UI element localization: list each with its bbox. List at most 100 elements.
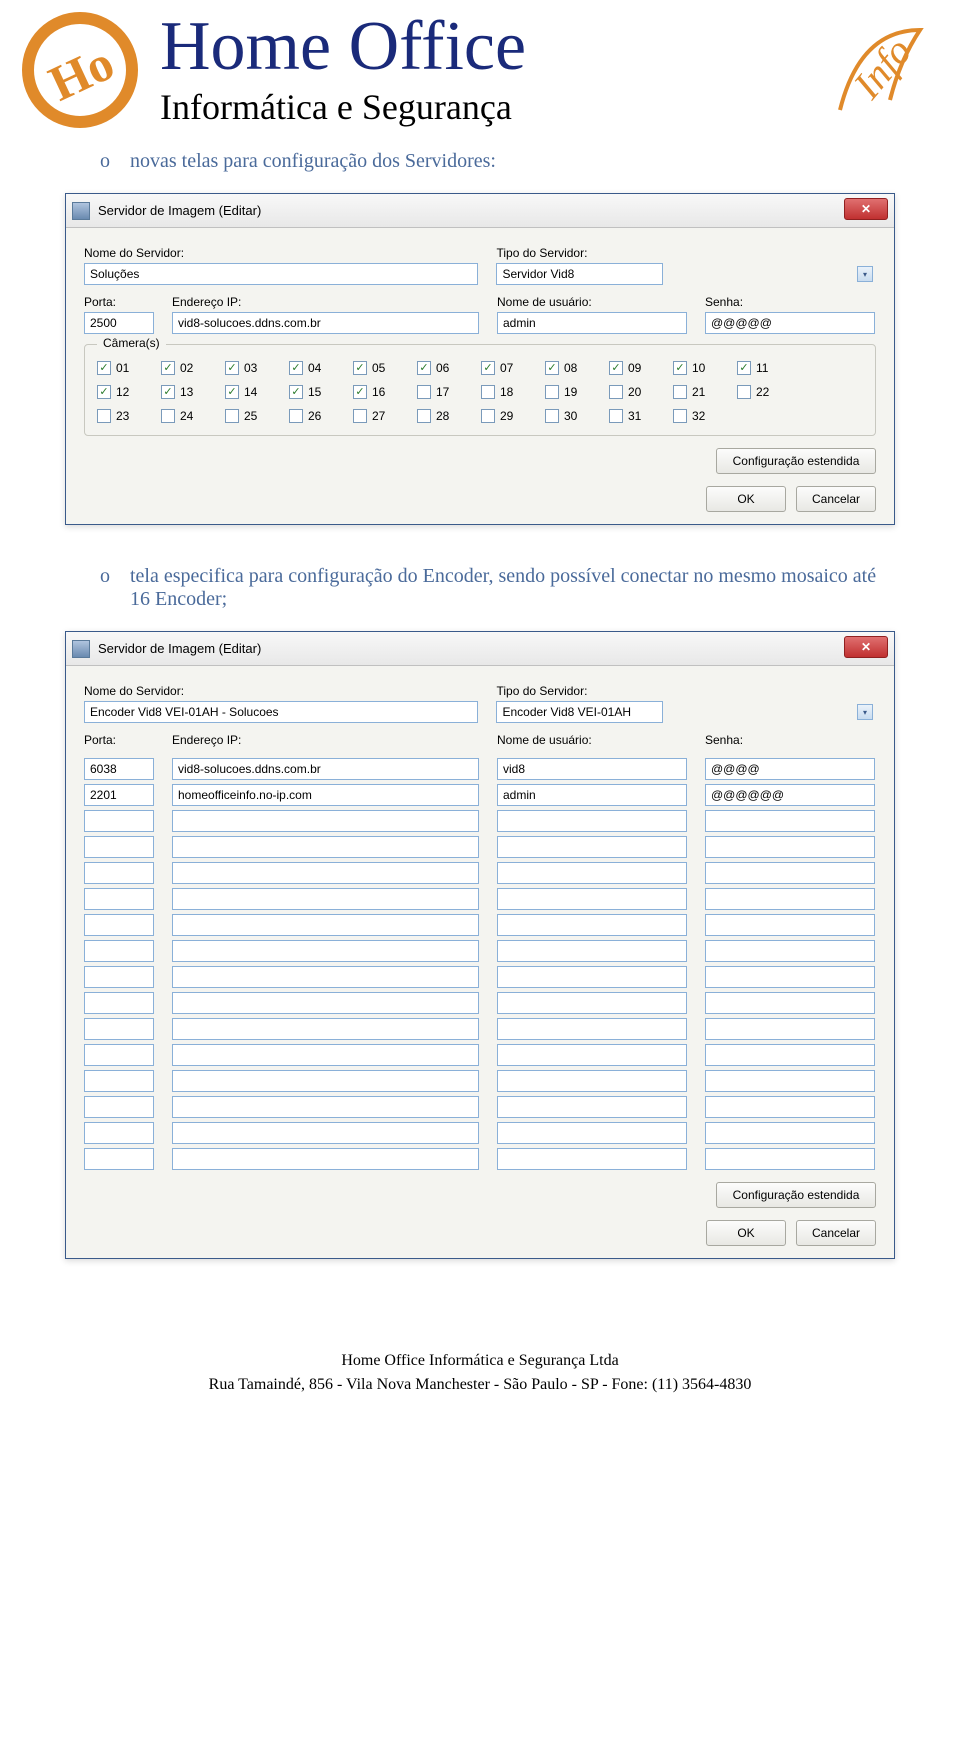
input-senha[interactable] [705,992,875,1014]
input-senha[interactable] [705,1122,875,1144]
camera-checkbox[interactable]: ✓06 [417,361,481,375]
input-endereco-ip[interactable] [172,966,479,988]
camera-checkbox[interactable]: 31 [609,409,673,423]
camera-checkbox[interactable]: 21 [673,385,737,399]
input-senha[interactable] [705,312,875,334]
input-porta[interactable] [84,888,154,910]
camera-checkbox[interactable]: 20 [609,385,673,399]
input-endereco-ip[interactable] [172,1122,479,1144]
camera-checkbox[interactable]: ✓13 [161,385,225,399]
close-button[interactable]: ✕ [844,198,888,220]
input-porta[interactable] [84,862,154,884]
camera-checkbox[interactable]: 26 [289,409,353,423]
input-usuario[interactable] [497,1070,687,1092]
input-porta[interactable] [84,966,154,988]
input-porta[interactable] [84,810,154,832]
input-usuario[interactable] [497,914,687,936]
input-senha[interactable] [705,836,875,858]
input-senha[interactable] [705,1044,875,1066]
camera-checkbox[interactable]: 27 [353,409,417,423]
input-usuario[interactable] [497,1044,687,1066]
input-usuario[interactable] [497,1148,687,1170]
select-tipo-servidor[interactable] [496,701,663,723]
input-endereco-ip[interactable] [172,312,479,334]
input-senha[interactable] [705,1148,875,1170]
camera-checkbox[interactable]: ✓15 [289,385,353,399]
input-senha[interactable] [705,940,875,962]
input-porta[interactable] [84,940,154,962]
input-senha[interactable] [705,758,875,780]
camera-checkbox[interactable]: 25 [225,409,289,423]
input-usuario[interactable] [497,992,687,1014]
cancelar-button[interactable]: Cancelar [796,486,876,512]
input-porta[interactable] [84,992,154,1014]
close-button[interactable]: ✕ [844,636,888,658]
camera-checkbox[interactable]: ✓14 [225,385,289,399]
input-senha[interactable] [705,966,875,988]
camera-checkbox[interactable]: ✓04 [289,361,353,375]
input-usuario[interactable] [497,758,687,780]
input-porta[interactable] [84,312,154,334]
camera-checkbox[interactable]: 29 [481,409,545,423]
input-usuario[interactable] [497,1096,687,1118]
input-usuario[interactable] [497,312,687,334]
camera-checkbox[interactable]: ✓05 [353,361,417,375]
input-senha[interactable] [705,914,875,936]
camera-checkbox[interactable]: ✓11 [737,361,801,375]
input-endereco-ip[interactable] [172,1018,479,1040]
input-porta[interactable] [84,914,154,936]
input-porta[interactable] [84,1070,154,1092]
input-endereco-ip[interactable] [172,914,479,936]
input-endereco-ip[interactable] [172,1044,479,1066]
input-usuario[interactable] [497,1122,687,1144]
input-senha[interactable] [705,862,875,884]
input-endereco-ip[interactable] [172,1148,479,1170]
input-endereco-ip[interactable] [172,836,479,858]
input-usuario[interactable] [497,1018,687,1040]
input-porta[interactable] [84,1122,154,1144]
input-porta[interactable] [84,1018,154,1040]
input-porta[interactable] [84,836,154,858]
camera-checkbox[interactable]: ✓08 [545,361,609,375]
camera-checkbox[interactable]: ✓07 [481,361,545,375]
camera-checkbox[interactable]: 23 [97,409,161,423]
input-senha[interactable] [705,784,875,806]
input-senha[interactable] [705,1070,875,1092]
input-porta[interactable] [84,758,154,780]
camera-checkbox[interactable]: 24 [161,409,225,423]
input-porta[interactable] [84,1148,154,1170]
camera-checkbox[interactable]: ✓12 [97,385,161,399]
camera-checkbox[interactable]: 22 [737,385,801,399]
select-tipo-servidor[interactable] [496,263,663,285]
ok-button[interactable]: OK [706,1220,786,1246]
input-usuario[interactable] [497,966,687,988]
input-endereco-ip[interactable] [172,940,479,962]
input-senha[interactable] [705,1096,875,1118]
camera-checkbox[interactable]: 30 [545,409,609,423]
input-usuario[interactable] [497,862,687,884]
camera-checkbox[interactable]: 28 [417,409,481,423]
input-porta[interactable] [84,784,154,806]
input-senha[interactable] [705,810,875,832]
camera-checkbox[interactable]: ✓10 [673,361,737,375]
input-endereco-ip[interactable] [172,810,479,832]
camera-checkbox[interactable]: ✓09 [609,361,673,375]
config-estendida-button[interactable]: Configuração estendida [716,1182,876,1208]
input-usuario[interactable] [497,940,687,962]
input-senha[interactable] [705,888,875,910]
config-estendida-button[interactable]: Configuração estendida [716,448,876,474]
input-senha[interactable] [705,1018,875,1040]
input-endereco-ip[interactable] [172,1070,479,1092]
input-endereco-ip[interactable] [172,992,479,1014]
input-usuario[interactable] [497,836,687,858]
input-porta[interactable] [84,1096,154,1118]
camera-checkbox[interactable]: ✓16 [353,385,417,399]
camera-checkbox[interactable]: 19 [545,385,609,399]
input-porta[interactable] [84,1044,154,1066]
input-usuario[interactable] [497,784,687,806]
input-endereco-ip[interactable] [172,784,479,806]
cancelar-button[interactable]: Cancelar [796,1220,876,1246]
input-endereco-ip[interactable] [172,758,479,780]
input-usuario[interactable] [497,888,687,910]
input-nome-servidor[interactable] [84,701,478,723]
